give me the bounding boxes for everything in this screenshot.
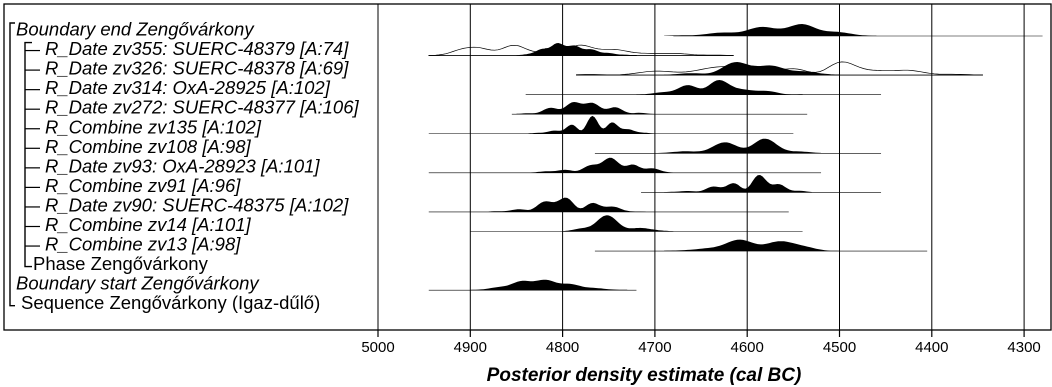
x-tick-label: 4300 (1007, 339, 1040, 356)
x-tick-label: 4500 (823, 339, 856, 356)
posterior-density-5 (525, 115, 655, 134)
row-label-8: R_Combine zv91 [A:96] (45, 175, 241, 196)
grid-lines (377, 4, 1025, 330)
x-axis: 5000 4900 4800 4700 4600 4500 4400 4300 (361, 330, 1041, 356)
row-label-1: R_Date zv355: SUERC-48379 [A:74] (45, 38, 349, 59)
posterior-density-6 (654, 138, 821, 154)
posterior-density-4 (516, 102, 655, 115)
phase-bracket (24, 41, 32, 268)
row-label-13: Boundary start Zengővárkony (16, 273, 260, 294)
x-axis-label: Posterior density estimate (cal BC) (487, 365, 802, 386)
posterior-density-13 (470, 279, 628, 291)
posterior-density-3 (636, 80, 803, 95)
row-label-2: R_Date zv326: SUERC-48378 [A:69] (45, 58, 349, 79)
x-tick-label: 4600 (731, 339, 764, 356)
sequence-bracket (9, 22, 15, 307)
posterior-density-1 (516, 43, 637, 56)
row-label-4: R_Date zv272: SUERC-48377 [A:106] (45, 97, 360, 118)
posterior-density-0 (664, 24, 877, 36)
row-label-3: R_Date zv314: OxA-28925 [A:102] (45, 77, 331, 98)
row-label-11: R_Combine zv13 [A:98] (45, 234, 241, 255)
posterior-density-7 (525, 157, 674, 173)
posterior-density-11 (664, 239, 840, 252)
row-label-10: R_Combine zv14 [A:101] (45, 214, 252, 235)
x-tick-label: 4800 (546, 339, 579, 356)
posterior-density-9 (488, 197, 646, 212)
distributions (428, 24, 1043, 291)
x-tick-label: 4700 (638, 339, 671, 356)
row-label-0: Boundary end Zengővárkony (16, 19, 255, 40)
plot-frame (3, 3, 1052, 331)
posterior-density-8 (664, 175, 812, 193)
x-tick-label: 4400 (915, 339, 948, 356)
row-label-9: R_Date zv90: SUERC-48375 [A:102] (45, 194, 349, 215)
row-label-5: R_Combine zv135 [A:102] (45, 116, 262, 137)
x-tick-label: 5000 (361, 339, 394, 356)
posterior-density-10 (562, 215, 674, 232)
posterior-density-2 (664, 62, 840, 76)
row-label-14: Sequence Zengővárkony (Igaz-dűlő) (21, 292, 320, 313)
row-label-6: R_Combine zv108 [A:98] (45, 136, 252, 157)
row-label-12: Phase Zengővárkony (33, 253, 209, 274)
row-label-7: R_Date zv93: OxA-28923 [A:101] (45, 155, 320, 176)
sequence-brackets (9, 22, 40, 307)
x-tick-label: 4900 (454, 339, 487, 356)
